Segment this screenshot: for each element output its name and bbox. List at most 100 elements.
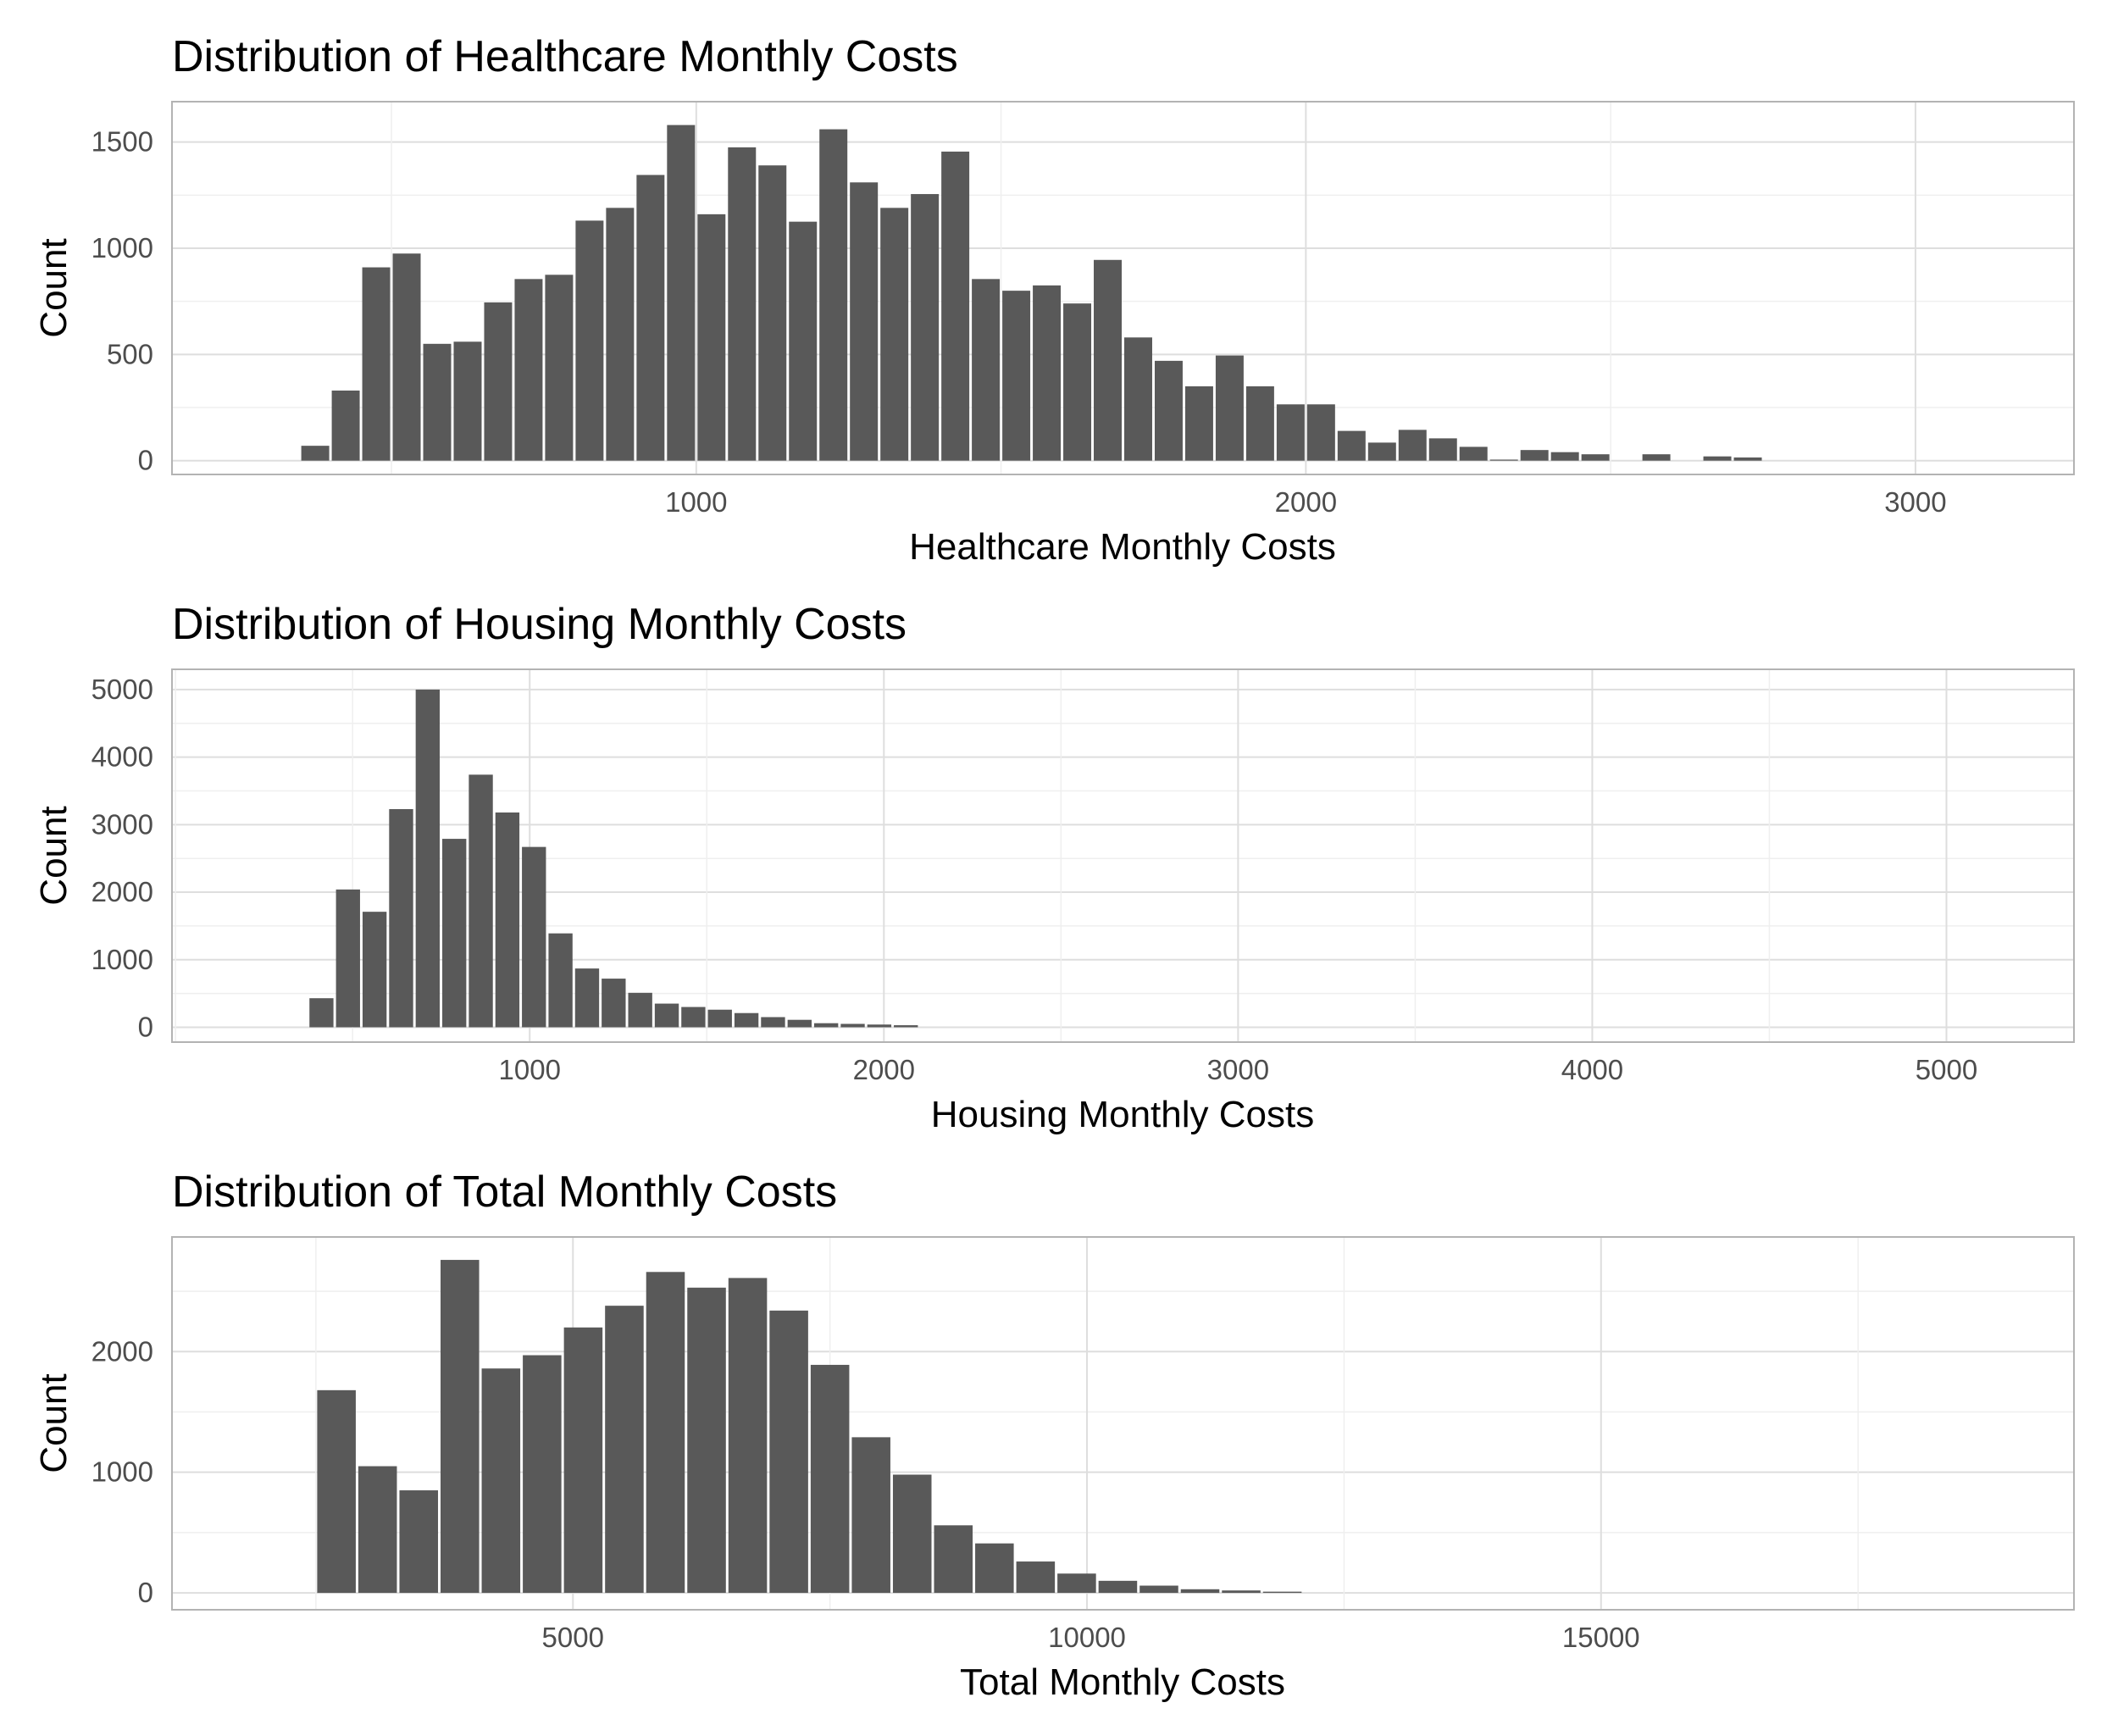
histogram-bar bbox=[1306, 404, 1335, 461]
histogram-bar bbox=[301, 446, 330, 461]
x-tick-label: 10000 bbox=[1048, 1622, 1126, 1653]
histogram-bar bbox=[563, 1327, 603, 1594]
histogram-bar bbox=[606, 208, 635, 461]
histogram-bar bbox=[469, 774, 493, 1028]
y-tick-labels: 0 1000 2000 bbox=[91, 1335, 153, 1608]
histogram-bar bbox=[423, 343, 452, 461]
histogram-bar bbox=[309, 998, 334, 1028]
histogram-bar bbox=[972, 279, 1001, 461]
histogram-bar bbox=[575, 220, 604, 461]
x-gridlines bbox=[391, 102, 1916, 474]
histogram-bar bbox=[1033, 285, 1062, 461]
y-tick-label: 2000 bbox=[91, 876, 153, 907]
x-axis-title: Total Monthly Costs bbox=[960, 1661, 1285, 1703]
histogram-bar bbox=[810, 1364, 850, 1594]
histogram-bar bbox=[574, 968, 600, 1028]
chart-title: Distribution of Total Monthly Costs bbox=[172, 1168, 837, 1217]
y-tick-label: 0 bbox=[138, 445, 153, 476]
x-tick-label: 15000 bbox=[1562, 1622, 1640, 1653]
histogram-bar bbox=[1094, 259, 1122, 461]
histogram-bar bbox=[667, 125, 696, 461]
histogram-bar bbox=[697, 214, 726, 461]
histogram-bar bbox=[851, 1437, 890, 1594]
histogram-bar bbox=[399, 1490, 439, 1594]
histogram-bar bbox=[850, 182, 879, 461]
histogram-bar bbox=[687, 1287, 726, 1594]
histogram-bar bbox=[1581, 454, 1610, 461]
histogram-bar bbox=[442, 839, 467, 1028]
histogram-bar bbox=[681, 1007, 706, 1028]
histogram-bar bbox=[1489, 459, 1518, 461]
y-tick-label: 1000 bbox=[91, 944, 153, 975]
x-tick-label: 5000 bbox=[1916, 1054, 1977, 1085]
x-tick-label: 5000 bbox=[542, 1622, 604, 1653]
histogram-bar bbox=[1459, 446, 1488, 461]
histogram-bar bbox=[1215, 355, 1244, 461]
histogram-bar bbox=[1262, 1591, 1302, 1594]
histogram-bar bbox=[317, 1389, 356, 1594]
histogram-bar bbox=[728, 147, 757, 461]
y-axis-title: Count bbox=[33, 1373, 75, 1473]
y-tick-label: 1500 bbox=[91, 126, 153, 158]
histogram-bar bbox=[789, 221, 818, 461]
y-tick-label: 1000 bbox=[91, 232, 153, 263]
histogram-bar bbox=[628, 992, 652, 1028]
histogram-bar bbox=[941, 151, 970, 461]
x-tick-labels: 5000 10000 15000 bbox=[542, 1622, 1640, 1653]
histogram-bar bbox=[1098, 1580, 1138, 1594]
histogram-bar bbox=[646, 1272, 685, 1594]
histogram-bar bbox=[707, 1009, 732, 1028]
histogram-bar bbox=[911, 194, 940, 461]
x-axis-title: Healthcare Monthly Costs bbox=[909, 526, 1336, 568]
x-tick-label: 3000 bbox=[1884, 486, 1946, 518]
histogram-bar bbox=[523, 1355, 562, 1594]
histogram-bar bbox=[335, 889, 360, 1028]
histogram-bar bbox=[1245, 385, 1274, 461]
histogram-bar bbox=[787, 1019, 812, 1028]
histogram-bar bbox=[892, 1474, 932, 1594]
histogram-bar bbox=[441, 1260, 480, 1594]
histogram-bar bbox=[975, 1543, 1014, 1594]
panel-housing: Distribution of Housing Monthly Costs 0 1… bbox=[33, 600, 2075, 1135]
histogram-bar bbox=[481, 1368, 521, 1594]
histogram-bar bbox=[880, 208, 909, 461]
y-tick-label: 500 bbox=[107, 338, 153, 369]
x-tick-label: 2000 bbox=[853, 1054, 915, 1085]
histogram-bar bbox=[362, 267, 391, 461]
y-tick-label: 3000 bbox=[91, 808, 153, 840]
histogram-bar bbox=[392, 253, 421, 461]
x-tick-label: 1000 bbox=[665, 486, 727, 518]
panel-total: Distribution of Total Monthly Costs 0 100… bbox=[33, 1168, 2075, 1703]
histogram-bar bbox=[1642, 454, 1671, 461]
x-tick-labels: 1000 2000 3000 bbox=[665, 486, 1947, 518]
histogram-bar bbox=[331, 390, 360, 461]
bars bbox=[309, 689, 918, 1028]
chart-title: Distribution of Housing Monthly Costs bbox=[172, 600, 907, 649]
histogram-bar bbox=[1139, 1585, 1178, 1594]
histogram-bar bbox=[1337, 430, 1366, 461]
histogram-bar bbox=[1124, 337, 1152, 461]
histogram-bar bbox=[545, 275, 574, 461]
x-tick-label: 3000 bbox=[1207, 1054, 1269, 1085]
histogram-bar bbox=[1184, 385, 1213, 461]
x-axis-title: Housing Monthly Costs bbox=[931, 1094, 1314, 1135]
x-tick-label: 4000 bbox=[1561, 1054, 1623, 1085]
histogram-bar bbox=[514, 279, 543, 461]
histogram-bar bbox=[734, 1012, 759, 1028]
histogram-bar bbox=[1703, 456, 1732, 461]
histogram-bar bbox=[654, 1003, 679, 1028]
x-gridlines bbox=[175, 669, 1948, 1042]
y-tick-label: 0 bbox=[138, 1011, 153, 1042]
histogram-bar bbox=[758, 165, 787, 461]
histogram-bar bbox=[761, 1017, 785, 1028]
x-tick-labels: 1000 2000 3000 4000 5000 bbox=[499, 1054, 1978, 1085]
histogram-bar bbox=[1002, 291, 1031, 461]
histogram-bar bbox=[636, 175, 665, 461]
y-tick-label: 1000 bbox=[91, 1456, 153, 1488]
y-tick-label: 5000 bbox=[91, 674, 153, 705]
histogram-bar bbox=[522, 846, 546, 1028]
histogram-bar bbox=[602, 979, 626, 1028]
histogram-bar bbox=[548, 933, 573, 1028]
x-tick-label: 2000 bbox=[1275, 486, 1337, 518]
